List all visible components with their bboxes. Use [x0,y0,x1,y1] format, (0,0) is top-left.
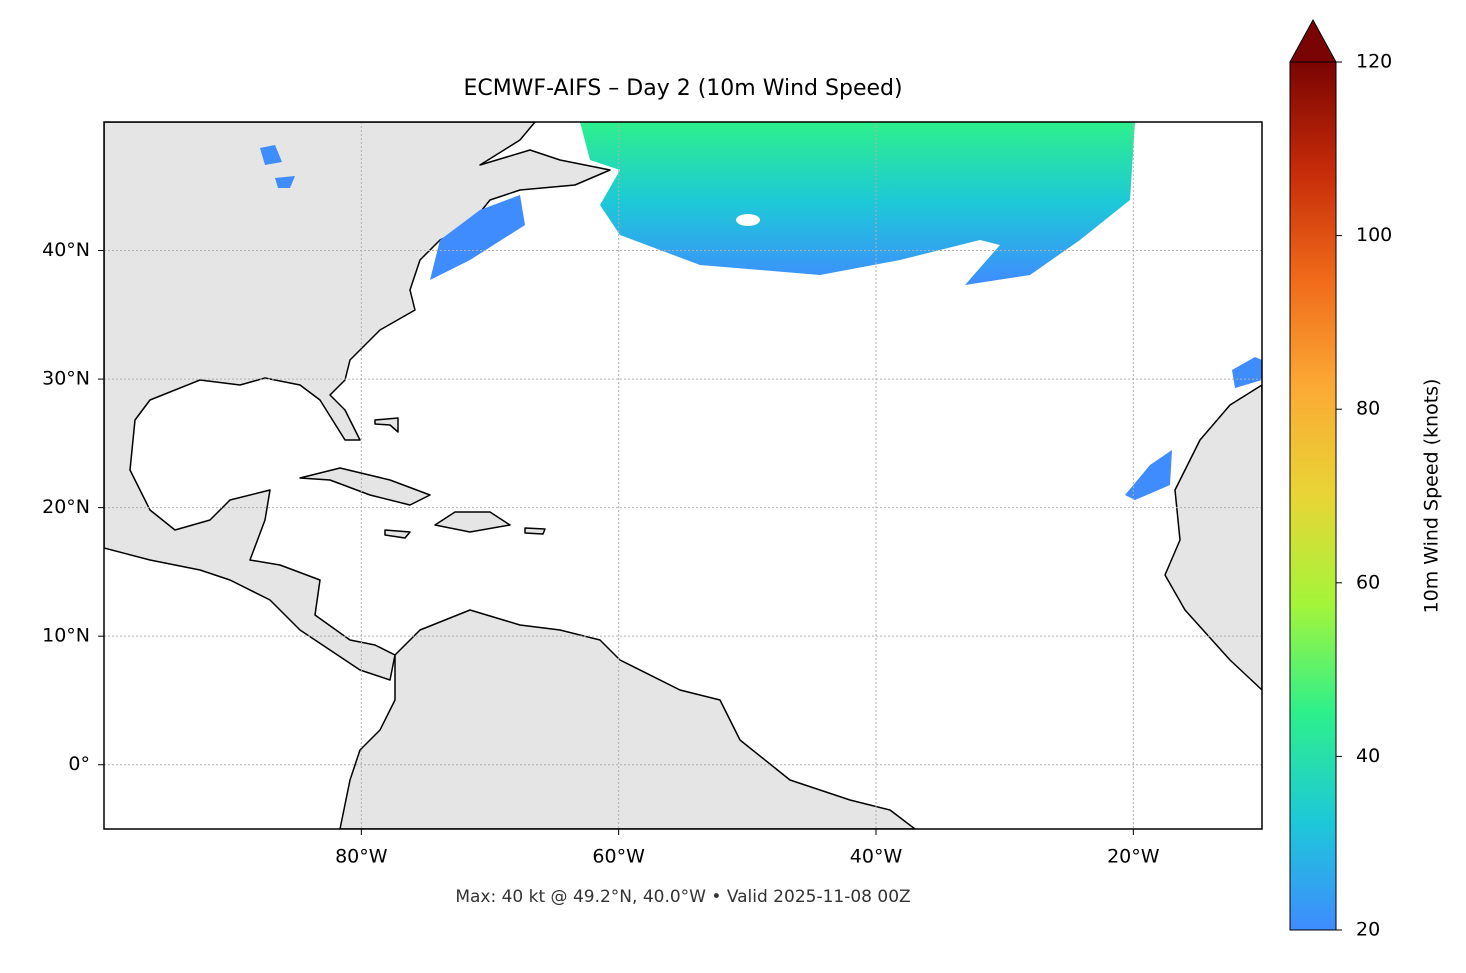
wind-patch [260,145,282,165]
cuba [299,467,431,506]
island [374,417,399,433]
x-tick-label: 60°W [592,846,645,868]
wind-patch [1125,450,1172,500]
chart-title: ECMWF-AIFS – Day 2 (10m Wind Speed) [463,76,902,101]
colorbar-tick-label: 120 [1356,51,1392,73]
footer: Max: 40 kt @ 49.2°N, 40.0°W • Valid 2025… [455,887,910,907]
x-tick-label: 20°W [1107,846,1160,868]
y-tick-label: 10°N [42,625,90,647]
hispaniola [434,511,511,533]
x-tick-label: 40°W [850,846,903,868]
africa [1164,384,1262,691]
x-tick-label: 80°W [335,846,388,868]
colorbar-extend [1289,18,1337,63]
wind-patch [275,176,295,188]
y-tick-label: 0° [68,753,90,775]
map-area [104,122,1262,829]
colorbar [1289,61,1337,931]
south-america [339,609,916,829]
wind-field [580,122,1135,285]
wind-gap [736,214,760,226]
colorbar-tick-label: 100 [1356,224,1392,246]
north-america [104,122,611,681]
y-tick-label: 30°N [42,368,90,390]
wind-patch [430,195,525,280]
colorbar-tick-label: 60 [1356,571,1380,593]
y-tick-label: 40°N [42,239,90,261]
colorbar-label: 10m Wind Speed (knots) [1421,379,1443,614]
map-frame [103,121,1263,830]
colorbar-tick-label: 20 [1356,919,1380,941]
colorbar-tick-label: 80 [1356,398,1380,420]
y-tick-label: 20°N [42,496,90,518]
island [524,527,546,535]
colorbar-tick-label: 40 [1356,745,1380,767]
island [384,529,411,539]
wind-patch [1232,357,1262,388]
